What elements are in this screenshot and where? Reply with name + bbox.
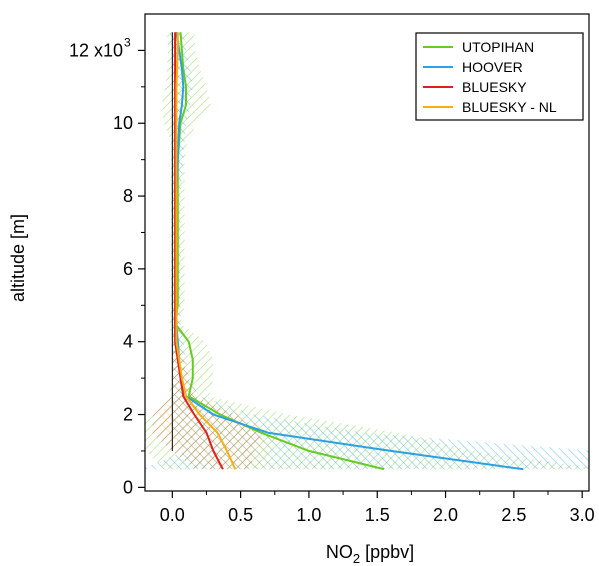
- x-axis-title-subscript: 2: [353, 551, 360, 566]
- y-axis-ticks: 0 2 4 6 8 10 12 x10 3: [69, 35, 145, 497]
- x-tick-label: 0.5: [228, 505, 253, 525]
- legend-label-bluesky: BLUESKY: [462, 79, 527, 95]
- y-tick-label: 2: [123, 405, 133, 425]
- x-axis-ticks: 0.0 0.5 1.0 1.5 2.0 2.5 3.0: [160, 491, 595, 525]
- legend-label-bluesky-nl: BLUESKY - NL: [462, 99, 557, 115]
- legend: UTOPIHAN HOOVER BLUESKY BLUESKY - NL: [415, 32, 584, 121]
- plot-frame: [144, 13, 590, 492]
- series-lines: [174, 32, 524, 471]
- series-line-bluesky-nl: [175, 32, 237, 470]
- y-tick-label: 12 x10: [69, 40, 123, 60]
- legend-label-hoover: HOOVER: [462, 59, 523, 75]
- band-bluesky-nl: [158, 32, 273, 470]
- x-tick-label: 1.5: [365, 505, 390, 525]
- y-tick-label: 8: [123, 186, 133, 206]
- y-tick-label: 6: [123, 259, 133, 279]
- x-axis-title-unit: [ppbv]: [360, 542, 414, 562]
- x-tick-label: 1.0: [296, 505, 321, 525]
- series-line-bluesky: [174, 32, 224, 470]
- x-tick-label: 2.5: [501, 505, 526, 525]
- y-tick-label: 10: [113, 113, 133, 133]
- y-tick-label: 0: [123, 477, 133, 497]
- x-axis-title: NO2 [ppbv]: [326, 542, 414, 566]
- x-tick-label: 0.0: [160, 505, 185, 525]
- y-axis-title: altitude [m]: [8, 214, 28, 302]
- y-tick-label: 4: [123, 332, 133, 352]
- x-tick-label: 3.0: [570, 505, 595, 525]
- series-line-utopihan: [174, 32, 385, 471]
- x-tick-label: 2.0: [433, 505, 458, 525]
- legend-label-utopihan: UTOPIHAN: [462, 39, 534, 55]
- y-tick-exponent: 3: [124, 35, 131, 49]
